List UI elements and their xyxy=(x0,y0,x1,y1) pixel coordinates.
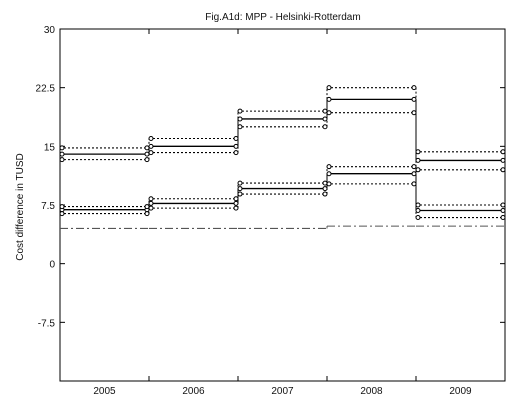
series-1-marker-start xyxy=(59,145,65,151)
series-4-marker-start xyxy=(59,204,65,210)
series-1-marker-start xyxy=(148,136,154,142)
series-5-marker-start xyxy=(148,205,154,211)
series-0-marker-end xyxy=(411,96,417,102)
series-2-marker-end xyxy=(144,157,150,163)
series-5-marker-end xyxy=(144,211,150,217)
series-0-marker-end xyxy=(144,151,150,157)
series-5-marker-end xyxy=(411,181,417,187)
y-tick-label: -7.5 xyxy=(38,318,56,329)
series-4-marker-start xyxy=(237,180,243,186)
series-4-marker-end xyxy=(411,164,417,170)
series-0-marker-end xyxy=(500,157,506,163)
series-4-marker-start xyxy=(326,164,332,170)
series-5-marker-end xyxy=(500,215,506,221)
x-tick-label: 2006 xyxy=(182,386,205,397)
y-axis-label: Cost difference in TUSD xyxy=(15,153,26,260)
series-5-marker-end xyxy=(322,191,328,197)
x-tick-label: 2007 xyxy=(271,386,294,397)
series-4-marker-end xyxy=(233,196,239,202)
series-0-marker-start xyxy=(326,96,332,102)
series-2-marker-start xyxy=(237,124,243,130)
series-2-marker-start xyxy=(148,150,154,156)
x-tick-label: 2005 xyxy=(93,386,116,397)
series-3-marker-start xyxy=(148,200,154,206)
series-0-marker-start xyxy=(415,157,421,163)
series-5-marker-start xyxy=(326,181,332,187)
series-3-marker-start xyxy=(237,186,243,192)
series-2-marker-end xyxy=(411,110,417,116)
series-5-marker-start xyxy=(237,191,243,197)
series-0-marker-start xyxy=(237,116,243,122)
y-tick-label: 30 xyxy=(44,25,56,36)
y-tick-label: 0 xyxy=(49,260,55,271)
series-0-marker-start xyxy=(59,151,65,157)
plot-frame xyxy=(59,28,506,382)
series-3-marker-end xyxy=(411,171,417,177)
series-3-marker-end xyxy=(233,200,239,206)
chart-title: Fig.A1d: MPP - Helsinki-Rotterdam xyxy=(205,12,360,23)
y-tick-label: 7.5 xyxy=(41,201,55,212)
series-4-marker-start xyxy=(415,202,421,208)
series-4-marker-end xyxy=(500,202,506,208)
x-tick-label: 2008 xyxy=(360,386,383,397)
series-4-marker-end xyxy=(322,180,328,186)
series-2-marker-start xyxy=(415,167,421,173)
series-2-marker-end xyxy=(500,167,506,173)
y-tick-label: 15 xyxy=(44,142,56,153)
series-5-marker-start xyxy=(59,211,65,217)
series-1-marker-end xyxy=(500,149,506,155)
series-3-marker-start xyxy=(326,171,332,177)
series-2-marker-end xyxy=(322,124,328,130)
series-1-marker-start xyxy=(326,85,332,91)
series-2-marker-start xyxy=(326,110,332,116)
x-tick-label: 2009 xyxy=(449,386,472,397)
y-tick-label: 22.5 xyxy=(36,84,56,95)
series-4-marker-end xyxy=(144,204,150,210)
series-0-marker-end xyxy=(233,143,239,149)
series-3-marker-start xyxy=(415,207,421,213)
series-3-marker-end xyxy=(500,207,506,213)
series-1-marker-start xyxy=(415,149,421,155)
series-2-marker-start xyxy=(59,157,65,163)
series-0-marker-start xyxy=(148,143,154,149)
series-1-marker-end xyxy=(144,145,150,151)
series-1-marker-end xyxy=(322,108,328,114)
series-1-marker-end xyxy=(233,136,239,142)
series-2-marker-end xyxy=(233,150,239,156)
series-1-marker-end xyxy=(411,85,417,91)
series-0-marker-end xyxy=(322,116,328,122)
series-4-marker-start xyxy=(148,196,154,202)
series-5-marker-end xyxy=(233,205,239,211)
series-3-marker-end xyxy=(322,186,328,192)
series-5-marker-start xyxy=(415,215,421,221)
series-1-marker-start xyxy=(237,108,243,114)
plot-area: 30 22.5 15 7.5 0 -7.5 2005 2006 2007 2008 2009 xyxy=(36,25,506,397)
